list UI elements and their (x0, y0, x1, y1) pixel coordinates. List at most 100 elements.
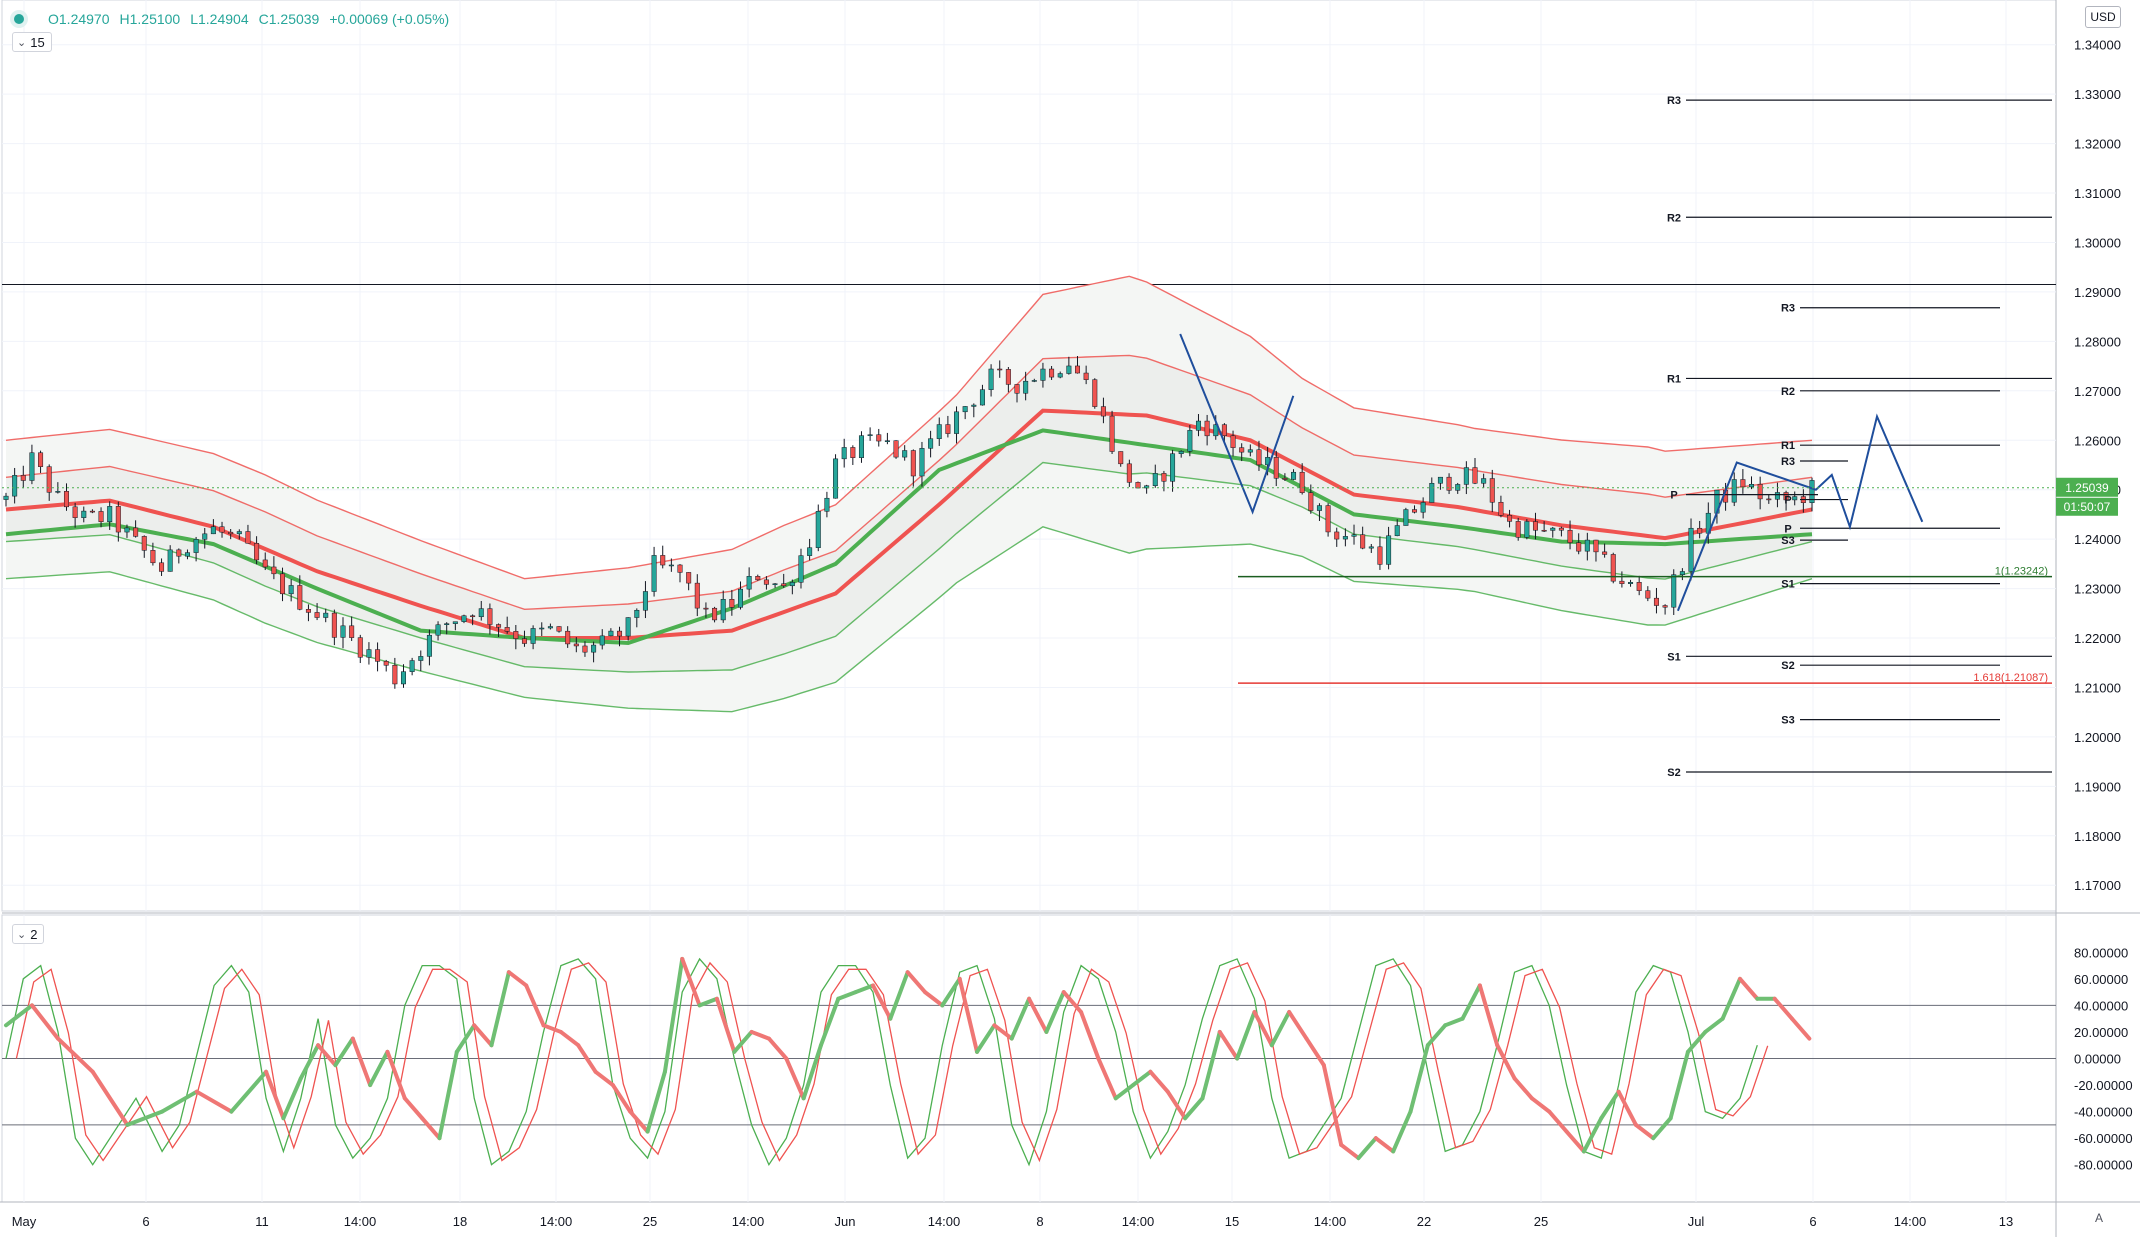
candle (1697, 520, 1703, 539)
oscillator-main-segment (1547, 1109, 1569, 1134)
candle (426, 629, 432, 666)
candle-body (1083, 372, 1089, 380)
time-tick-label: 6 (1809, 1214, 1816, 1229)
candle (184, 549, 190, 560)
candle-body (599, 635, 605, 646)
price-tick-label: 1.23000 (2074, 582, 2121, 597)
candle-body (314, 612, 320, 618)
candle (1057, 371, 1063, 379)
oscillator-main-segment (385, 1049, 407, 1101)
oscillator-main-segment (454, 1023, 477, 1054)
candle (1170, 449, 1176, 492)
candle-body (426, 634, 432, 657)
candle (1342, 528, 1348, 547)
candle (1619, 571, 1625, 588)
candle-body (1653, 597, 1659, 606)
main-indicator-badge[interactable]: ⌄ 15 (12, 32, 52, 52)
oscillator-main-segment (1564, 1129, 1586, 1154)
candle (833, 454, 839, 499)
candle-body (1213, 424, 1219, 437)
candle-body (1005, 369, 1011, 385)
candle (1463, 461, 1469, 495)
candle (1075, 355, 1081, 374)
candle-body (1256, 449, 1262, 466)
candle (971, 403, 977, 418)
candle-body (789, 582, 795, 587)
oscillator-main-segment (1529, 1096, 1552, 1114)
candle-body (1386, 535, 1392, 565)
oscillator-main-segment (229, 1069, 269, 1114)
candle-body (1671, 574, 1677, 608)
oscillator-main-segment (940, 976, 962, 1008)
candle-body (1740, 479, 1746, 488)
candle (608, 628, 614, 637)
oscillator-main-segment (957, 976, 980, 1054)
candle (1558, 526, 1564, 537)
auto-scale-button[interactable]: A (2095, 1211, 2104, 1225)
candle-body (1273, 457, 1279, 479)
candle (599, 629, 605, 650)
candle-body (1394, 525, 1400, 537)
candle (3, 492, 9, 507)
candle-body (46, 466, 52, 493)
candle (910, 449, 916, 487)
candle (245, 524, 251, 544)
candle-body (1239, 447, 1245, 453)
candle (686, 572, 692, 591)
candle-body (63, 491, 69, 508)
candle-body (573, 643, 579, 647)
candle (141, 535, 147, 558)
candle (1507, 509, 1513, 528)
candle-body (971, 404, 977, 407)
candle (1031, 378, 1037, 383)
candle-body (720, 599, 726, 621)
candle (470, 614, 476, 626)
oscillator-main-segment (714, 996, 737, 1054)
candle (988, 364, 994, 397)
candle (271, 556, 277, 580)
candle (478, 600, 484, 621)
oscillator-tick-label: -20.00000 (2074, 1078, 2133, 1093)
chevron-down-icon: ⌄ (17, 928, 27, 941)
oscillator-main-segment (420, 1116, 442, 1141)
oscillator-main-segment (975, 1023, 997, 1054)
candle-body (884, 440, 890, 442)
candle-body (928, 438, 934, 449)
oscillator-main-segment (1651, 1116, 1673, 1141)
candle-body (81, 510, 87, 518)
candle-body (297, 585, 303, 610)
oscillator-main-segment (1027, 996, 1049, 1034)
pivot-label: R3 (1667, 95, 1681, 107)
candle-body (1075, 365, 1081, 374)
candle-body (1463, 467, 1469, 485)
price-tick-label: 1.32000 (2074, 137, 2121, 152)
candle (1195, 414, 1201, 437)
oscillator-main-segment (1425, 1023, 1448, 1048)
candle-body (1515, 521, 1521, 538)
candle (72, 502, 78, 528)
ohlc-low: L1.24904 (190, 11, 249, 27)
time-tick-label: 25 (643, 1214, 657, 1229)
candle (858, 431, 864, 463)
candle (107, 501, 113, 530)
oscillator-slow-line (15, 961, 1769, 1163)
candle-body (1109, 415, 1115, 452)
candle (63, 483, 69, 511)
candle (1092, 378, 1098, 409)
oscillator-main-segment (524, 983, 546, 1028)
candle-body (867, 434, 873, 436)
oscillator-main-segment (1443, 1016, 1465, 1028)
candle (772, 583, 778, 588)
status-dot-icon (14, 14, 24, 24)
interval-value: 15 (30, 34, 45, 50)
candle (1308, 484, 1314, 514)
currency-button[interactable]: USD (2085, 6, 2121, 28)
oscillator-main-segment (923, 990, 945, 1008)
candle-body (210, 526, 216, 535)
oscillator-indicator-badge[interactable]: ⌄ 2 (12, 924, 45, 944)
oscillator-tick-label: 80.00000 (2074, 945, 2128, 960)
candle (1178, 450, 1184, 458)
pivot-label: S1 (1781, 579, 1794, 591)
candle-body (1135, 482, 1141, 489)
